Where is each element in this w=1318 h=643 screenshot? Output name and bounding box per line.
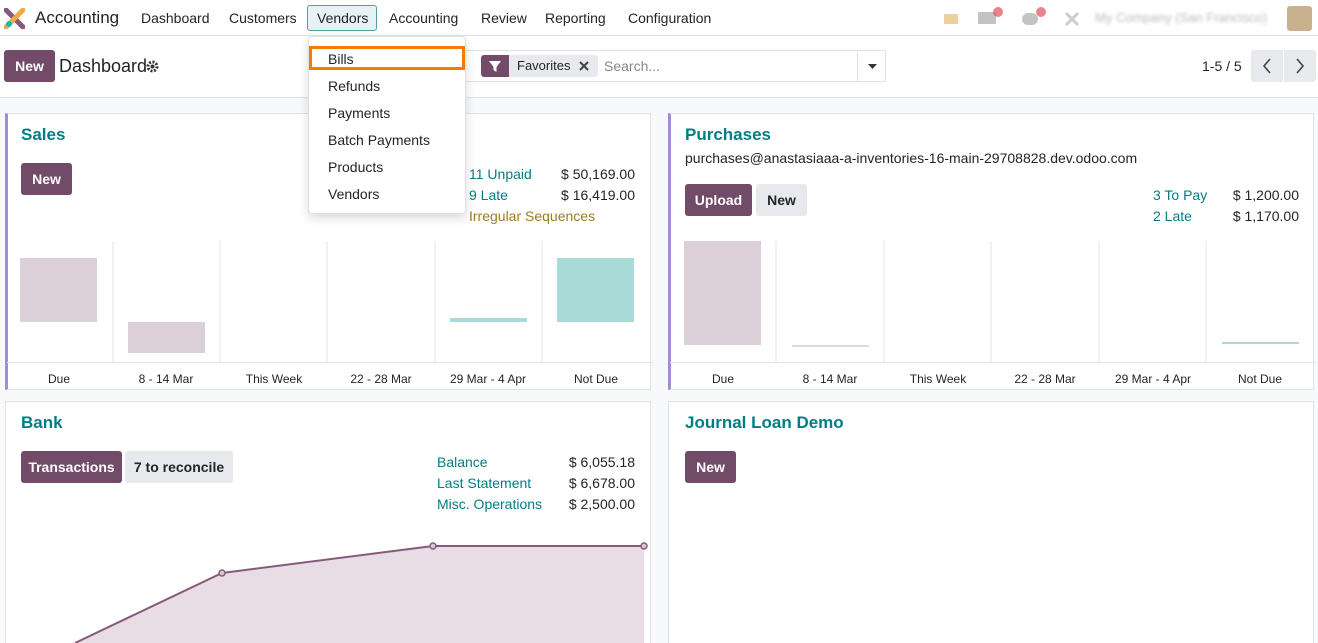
graph-label: 22 - 28 Mar <box>350 372 411 386</box>
stat-label[interactable]: 2 Late <box>1153 208 1192 224</box>
purchases-card: Purchases purchases@anastasiaaa-a-invent… <box>668 113 1316 390</box>
stat-label[interactable]: Misc. Operations <box>437 496 543 512</box>
control-panel: New Dashboard Favorites Search... 1-5 / … <box>0 36 1318 98</box>
stat-label[interactable]: Last Statement <box>437 475 532 491</box>
new-button[interactable]: New <box>756 184 807 216</box>
dropdown-item[interactable]: Bills <box>328 51 354 67</box>
sales-graph: Due 8 - 14 Mar This Week 22 - 28 Mar 29 … <box>7 241 653 386</box>
menu-item[interactable]: Reporting <box>545 10 606 26</box>
graph-separators <box>670 241 1316 363</box>
graph-line <box>74 545 644 643</box>
reconcile-button[interactable]: 7 to reconcile <box>125 451 233 483</box>
highlight-box <box>309 46 465 70</box>
upload-button[interactable]: Upload <box>685 184 752 216</box>
graph-label: Due <box>48 372 70 386</box>
graph-label: Due <box>712 372 734 386</box>
stat-label[interactable]: 3 To Pay <box>1153 187 1208 203</box>
graph-bar <box>128 322 205 353</box>
graph-bar <box>1222 342 1299 344</box>
graph-area <box>75 546 644 643</box>
search-toggle[interactable] <box>857 50 886 82</box>
graph-bar <box>557 258 634 322</box>
card-title[interactable]: Bank <box>21 413 63 432</box>
menu-item[interactable]: Configuration <box>628 10 712 26</box>
menu-item[interactable]: Customers <box>229 10 297 26</box>
dropdown-item[interactable]: Vendors <box>328 186 380 202</box>
gear-icon[interactable] <box>146 60 159 73</box>
card-email: purchases@anastasiaaa-a-inventories-16-m… <box>685 150 1138 166</box>
graph-separators <box>7 241 653 363</box>
navbar: Accounting Dashboard Customers Vendors A… <box>0 0 1318 36</box>
pager-prev[interactable] <box>1251 50 1283 82</box>
stat-label[interactable]: 9 Late <box>469 187 508 203</box>
stat-amount: $ 2,500.00 <box>568 496 635 512</box>
graph-bar <box>792 345 869 347</box>
graph-bar <box>20 258 97 322</box>
graph-label: Not Due <box>574 372 618 386</box>
graph-label: 29 Mar - 4 Apr <box>1115 372 1191 386</box>
stat-amount: $ 50,169.00 <box>561 166 635 182</box>
facet-icon <box>481 55 509 77</box>
menu-item[interactable]: Vendors <box>317 10 369 26</box>
graph-label: This Week <box>910 372 967 386</box>
graph-label: 8 - 14 Mar <box>803 372 858 386</box>
bank-card: Bank Transactions 7 to reconcile Balance… <box>5 401 651 643</box>
breadcrumb-title: Dashboard <box>59 56 148 76</box>
stat-amount: $ 16,419.00 <box>561 187 635 203</box>
facet <box>509 55 598 77</box>
systray-icons[interactable] <box>940 6 1080 30</box>
stat-label[interactable]: 11 Unpaid <box>469 166 532 182</box>
stat-warning[interactable]: Irregular Sequences <box>469 208 596 224</box>
menu-item[interactable]: Dashboard <box>141 10 210 26</box>
new-button[interactable]: New <box>21 163 72 195</box>
dropdown-item[interactable]: Batch Payments <box>328 132 430 148</box>
dropdown-item[interactable]: Refunds <box>328 78 381 94</box>
bank-graph <box>74 542 648 643</box>
card-title[interactable]: Purchases <box>685 125 771 144</box>
pager-value: 1-5 / 5 <box>1202 58 1242 74</box>
stat-label[interactable]: Balance <box>437 454 488 470</box>
transactions-button[interactable]: Transactions <box>21 451 122 483</box>
graph-bar <box>684 241 761 345</box>
graph-bar <box>450 318 527 322</box>
app-name[interactable]: Accounting <box>35 8 120 27</box>
purchases-graph: Due 8 - 14 Mar This Week 22 - 28 Mar 29 … <box>670 241 1316 386</box>
stat-amount: $ 6,055.18 <box>568 454 635 470</box>
journal-card: Journal Loan Demo New <box>668 401 1314 643</box>
card-title[interactable]: Journal Loan Demo <box>685 413 844 432</box>
menu-item[interactable]: Accounting <box>389 10 459 26</box>
facet-remove[interactable] <box>578 60 590 72</box>
graph-label: This Week <box>246 372 303 386</box>
card-title[interactable]: Sales <box>21 125 66 144</box>
company-switcher[interactable]: My Company (San Francisco) <box>1095 10 1267 25</box>
graph-points <box>218 542 648 577</box>
search-placeholder[interactable]: Search... <box>604 58 661 74</box>
graph-label: 8 - 14 Mar <box>139 372 194 386</box>
menu-item[interactable]: Review <box>481 10 527 26</box>
facet-label: Favorites <box>517 58 571 73</box>
stat-amount: $ 6,678.00 <box>568 475 635 491</box>
new-button[interactable]: New <box>685 451 736 483</box>
stat-amount: $ 1,200.00 <box>1232 187 1299 203</box>
dropdown-item[interactable]: Products <box>328 159 384 175</box>
pager-next[interactable] <box>1284 50 1316 82</box>
app-logo <box>4 8 25 29</box>
vendors-dropdown: Bills Refunds Payments Batch Payments Pr… <box>308 36 466 214</box>
new-button[interactable]: New <box>4 50 55 82</box>
user-avatar[interactable] <box>1287 6 1312 31</box>
graph-label: Not Due <box>1238 372 1282 386</box>
dropdown-item[interactable]: Payments <box>328 105 391 121</box>
menu-active-box <box>307 5 377 31</box>
graph-label: 22 - 28 Mar <box>1014 372 1075 386</box>
stat-amount: $ 1,170.00 <box>1232 208 1299 224</box>
graph-label: 29 Mar - 4 Apr <box>450 372 526 386</box>
